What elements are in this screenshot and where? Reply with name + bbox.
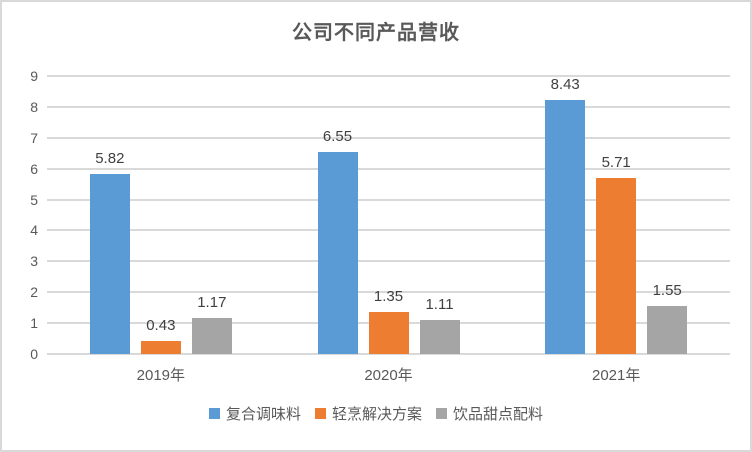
y-axis-tick-label: 6 <box>30 160 38 177</box>
bar-group: 8.43 5.71 1.55 <box>502 76 730 354</box>
bar-cell: 1.17 <box>191 76 232 354</box>
bar-value-label: 1.35 <box>373 288 404 306</box>
y-axis-tick-label: 3 <box>30 253 38 270</box>
bar-series-1-cat-1 <box>89 174 130 354</box>
bar-value-label: 5.71 <box>601 153 631 171</box>
bar-value-label: 1.17 <box>197 293 227 311</box>
bar-cell: 5.82 <box>89 76 130 354</box>
x-axis-category-label: 2019年 <box>136 367 186 384</box>
bar-series-3-cat-1 <box>191 317 232 354</box>
x-axis-category-label: 2021年 <box>591 367 641 384</box>
gridline <box>47 260 730 263</box>
y-axis-tick-label: 7 <box>30 129 38 146</box>
y-axis-tick-label: 5 <box>30 191 38 208</box>
bar-series-3-cat-3 <box>647 306 688 354</box>
chart-title: 公司不同产品营收 <box>292 22 460 44</box>
bar-value-label: 1.55 <box>652 282 682 300</box>
bar-value-label: 6.55 <box>322 127 353 145</box>
gridline <box>47 136 730 139</box>
bar-value-label: 1.11 <box>425 295 454 313</box>
legend-item: 饮品甜点配料 <box>436 403 543 424</box>
bar-cell: 1.55 <box>647 76 688 354</box>
gridline <box>47 75 730 77</box>
bar-series-1-cat-3 <box>545 100 586 354</box>
bar-series-3-cat-2 <box>419 319 460 354</box>
x-axis-line <box>47 353 730 355</box>
legend: 复合调味料 轻烹解决方案 饮品甜点配料 <box>2 403 750 424</box>
gridline <box>47 167 730 170</box>
legend-swatch <box>314 408 326 419</box>
legend-item: 轻烹解决方案 <box>314 403 422 424</box>
legend-label: 饮品甜点配料 <box>453 406 544 423</box>
x-axis-category-labels: 2019年 2020年 2021年 <box>47 364 730 385</box>
bar-group: 6.55 1.35 1.11 <box>275 76 503 354</box>
x-axis-category-label: 2020年 <box>364 367 413 384</box>
bar-series-2-cat-3 <box>596 177 637 354</box>
legend-swatch <box>436 408 447 419</box>
y-axis-tick-label: 2 <box>30 284 38 301</box>
bar-value-label: 8.43 <box>550 76 580 93</box>
bar-groups: 5.82 0.43 1.17 6.55 1.35 1.11 8.43 5.71 1.55 <box>47 76 730 354</box>
gridline <box>47 229 730 232</box>
bar-cell: 5.71 <box>596 76 637 354</box>
bar-cell: 1.11 <box>419 76 460 354</box>
gridline <box>47 198 730 201</box>
y-axis-tick-label: 0 <box>30 346 38 362</box>
bar-cell: 0.43 <box>140 76 181 354</box>
y-axis-tick-label: 1 <box>30 315 38 332</box>
bar-series-1-cat-2 <box>317 151 358 354</box>
legend-label: 复合调味料 <box>225 406 301 423</box>
y-axis-tick-label: 8 <box>30 98 38 115</box>
bar-cell: 8.43 <box>545 76 586 354</box>
y-axis-tick-label: 4 <box>30 222 38 239</box>
y-axis-tick-label: 9 <box>30 68 38 84</box>
gridline <box>47 291 730 294</box>
bar-cell: 6.55 <box>317 76 358 354</box>
legend-swatch <box>208 408 220 419</box>
bar-series-2-cat-1 <box>140 340 181 354</box>
bar-series-2-cat-2 <box>368 312 409 354</box>
bar-cell: 1.35 <box>368 76 409 354</box>
legend-label: 轻烹解决方案 <box>331 406 422 423</box>
bar-value-label: 0.43 <box>146 316 176 334</box>
gridline <box>47 105 730 108</box>
bar-group: 5.82 0.43 1.17 <box>47 76 275 354</box>
legend-item: 复合调味料 <box>208 403 301 424</box>
bar-value-label: 5.82 <box>95 150 125 168</box>
